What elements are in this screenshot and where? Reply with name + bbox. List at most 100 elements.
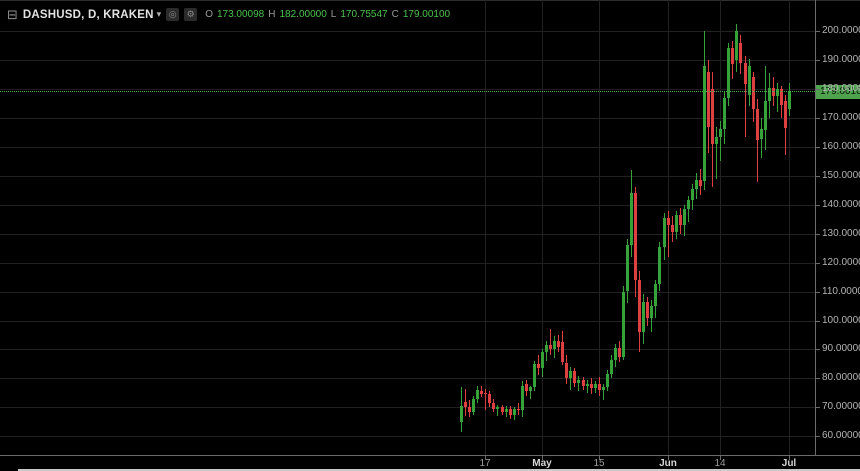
candle-body (699, 180, 702, 186)
price-gridline (0, 147, 815, 148)
candle-body (618, 348, 621, 357)
candle-body (626, 245, 629, 292)
price-gridline (0, 321, 815, 322)
price-gridline (0, 407, 815, 408)
candle-body (577, 379, 580, 383)
visibility-toggle-icon[interactable]: ◎ (166, 8, 180, 21)
price-axis-label: 70.00000 (822, 401, 860, 412)
chart-legend-header: ⊟ DASHUSD, D, KRAKEN ▾ ◎ ⚙ O 173.00098 H… (7, 7, 450, 22)
candle-body (731, 48, 734, 65)
price-axis-label: 60.00000 (822, 430, 860, 441)
candle-body (638, 280, 641, 333)
high-label: H (268, 9, 276, 20)
candle-body (630, 193, 633, 246)
candle-wick (570, 366, 571, 390)
candle-wick (485, 388, 486, 411)
candle-body (634, 193, 637, 280)
candle-body (723, 97, 726, 130)
price-gridline (0, 378, 815, 379)
candle-wick (757, 99, 758, 182)
price-axis-label: 180.00000 (822, 83, 860, 94)
price-axis-tick (816, 436, 820, 437)
candle-body (727, 48, 730, 98)
close-value: 179.00100 (402, 9, 451, 20)
price-axis[interactable]: 179.00100 200.00000 190.00000 180.00000 170… (815, 0, 860, 455)
candle-wick (716, 126, 717, 179)
time-axis-tick (485, 456, 486, 460)
candle-body (557, 340, 560, 347)
price-axis-tick (816, 234, 820, 235)
price-gridline (0, 205, 815, 206)
low-label: L (330, 9, 337, 20)
price-axis-tick (816, 263, 820, 264)
candle-wick (578, 375, 579, 392)
open-value: 173.00098 (216, 9, 265, 20)
candle-body (513, 408, 516, 415)
candle-body (679, 214, 682, 225)
price-axis-line (815, 0, 816, 455)
price-gridline (0, 118, 815, 119)
candle-body (598, 384, 601, 390)
candle-body (492, 403, 495, 409)
time-axis-label: Jul (781, 458, 797, 469)
candle-body (488, 394, 491, 403)
candle-body (703, 65, 706, 182)
price-axis-tick (816, 147, 820, 148)
candle-body (760, 129, 763, 140)
chart-plot-area[interactable] (0, 0, 815, 455)
candle-body (780, 88, 783, 105)
candle-body (606, 374, 609, 388)
price-gridline (0, 436, 815, 437)
low-value: 170.75547 (340, 9, 388, 20)
candle-body (675, 214, 678, 233)
candle-wick (745, 55, 746, 137)
candle-body (646, 301, 649, 318)
price-axis-tick (816, 205, 820, 206)
candle-body (691, 188, 694, 201)
candle-body (739, 42, 742, 63)
time-axis-label: Jun (659, 458, 677, 469)
last-price-badge: 179.00100 (816, 85, 860, 99)
candle-body (501, 407, 504, 412)
candle-body (768, 87, 771, 101)
time-axis-line (0, 455, 860, 456)
settings-gear-icon[interactable]: ⚙ (184, 8, 198, 21)
candle-body (764, 100, 767, 130)
candle-body (517, 408, 520, 411)
open-label: O (205, 9, 213, 20)
candle-body (788, 91, 791, 110)
time-gridline (485, 0, 486, 455)
candle-body (533, 363, 536, 388)
price-gridline (0, 349, 815, 350)
time-axis-label: 17 (479, 458, 491, 469)
collapse-panel-icon[interactable]: ⊟ (7, 7, 18, 22)
candle-body (594, 384, 597, 389)
price-gridline (0, 60, 815, 61)
candle-body (561, 342, 564, 363)
ohlc-readout: O 173.00098 H 182.00000 L 170.75547 C 17… (205, 9, 450, 20)
candle-body (541, 352, 544, 369)
price-axis-tick (816, 378, 820, 379)
candle-body (654, 284, 657, 306)
candle-body (545, 345, 548, 353)
candle-body (602, 387, 605, 390)
candle-body (671, 225, 674, 233)
time-axis[interactable]: 17 May 15 Jun 14 Jul (0, 455, 860, 471)
candle-body (707, 71, 710, 127)
high-value: 182.00000 (279, 9, 327, 20)
chevron-down-icon[interactable]: ▾ (156, 9, 162, 19)
price-axis-label: 130.00000 (822, 228, 860, 239)
time-axis-tick (542, 456, 543, 460)
candle-body (525, 384, 528, 392)
time-axis-tick (668, 456, 669, 460)
candle-body (715, 136, 718, 144)
time-axis-label: 15 (593, 458, 605, 469)
symbol-title[interactable]: DASHUSD, D, KRAKEN (22, 8, 154, 21)
last-price-line (0, 91, 815, 93)
candle-body (658, 246, 661, 285)
candle-body (464, 401, 467, 408)
candle-body (683, 209, 686, 225)
candle-body (496, 407, 499, 409)
price-axis-tick (816, 60, 820, 61)
